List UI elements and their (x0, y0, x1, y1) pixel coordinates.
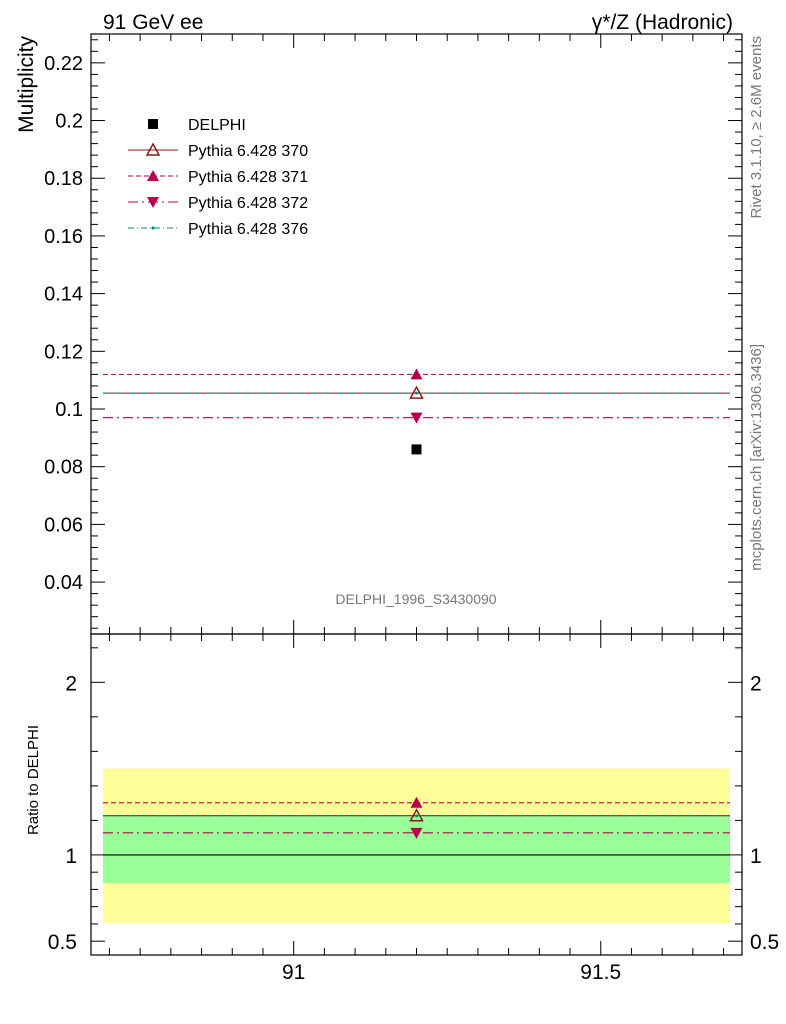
ratio-ytick-label: 2 (65, 672, 77, 695)
xtick-label: 91.5 (580, 961, 621, 984)
data-point-3 (410, 412, 423, 424)
ratio-band-inner (103, 816, 730, 884)
main-ytick-label: 0.18 (44, 168, 83, 190)
main-ytick-label: 0.06 (44, 514, 83, 536)
main-y-axis-label: Multiplicity (15, 36, 38, 133)
main-ytick-label: 0.1 (55, 399, 83, 421)
main-ytick-label: 0.14 (44, 284, 83, 306)
legend-marker-1 (145, 142, 161, 156)
data-point-0 (411, 444, 422, 455)
legend-label-1: Pythia 6.428 370 (188, 143, 308, 160)
left-title: 91 GeV ee (103, 11, 203, 34)
legend-label-0: DELPHI (188, 117, 246, 134)
main-ytick-label: 0.12 (44, 341, 83, 363)
ratio-y-axis-label: Ratio to DELPHI (25, 725, 42, 835)
legend-label-2: Pythia 6.428 371 (188, 169, 308, 186)
legend-marker-3 (147, 197, 159, 208)
data-point-1 (409, 385, 424, 399)
analysis-watermark: DELPHI_1996_S3430090 (335, 591, 496, 607)
ratio-ytick-label-right: 0.5 (750, 931, 779, 954)
ratio-point-3 (410, 827, 423, 839)
legend-label-3: Pythia 6.428 372 (188, 195, 308, 212)
legend-marker-0 (148, 119, 158, 129)
main-ytick-label: 0.04 (44, 572, 83, 594)
ratio-ytick-label: 0.5 (48, 931, 77, 954)
data-point-4 (415, 391, 418, 395)
main-panel: 0.04 0.06 0.08 0.1 0.12 0.14 0.16 0.18 0.2 0.22 (44, 33, 743, 635)
main-ytick-label: 0.08 (44, 457, 83, 479)
right-title: γ*/Z (Hadronic) (592, 11, 733, 34)
ratio-point-4 (415, 814, 418, 818)
legend-marker-4 (151, 226, 155, 230)
ratio-ytick-label: 1 (65, 845, 77, 868)
main-ytick-label: 0.2 (55, 111, 83, 133)
ratio-ytick-label-right: 2 (750, 672, 762, 695)
mcplots-text: mcplots.cern.ch [arXiv:1306.3436] (748, 344, 765, 571)
legend: DELPHI Pythia 6.428 370 Pythia 6.428 371 Py… (128, 117, 308, 238)
main-ytick-label: 0.22 (44, 53, 83, 75)
ratio-ytick-label-right: 1 (750, 845, 762, 868)
legend-label-4: Pythia 6.428 376 (188, 221, 308, 238)
xtick-label: 91 (282, 961, 305, 984)
legend-marker-2 (147, 170, 159, 181)
ratio-point-2 (410, 796, 423, 808)
ratio-panel: 0.5 0.5 1 1 2 2 91 91.5 (48, 633, 779, 984)
data-point-2 (410, 368, 423, 380)
main-ytick-label: 0.16 (44, 226, 83, 248)
rivet-version-text: Rivet 3.1.10, ≥ 2.6M events (748, 36, 765, 219)
